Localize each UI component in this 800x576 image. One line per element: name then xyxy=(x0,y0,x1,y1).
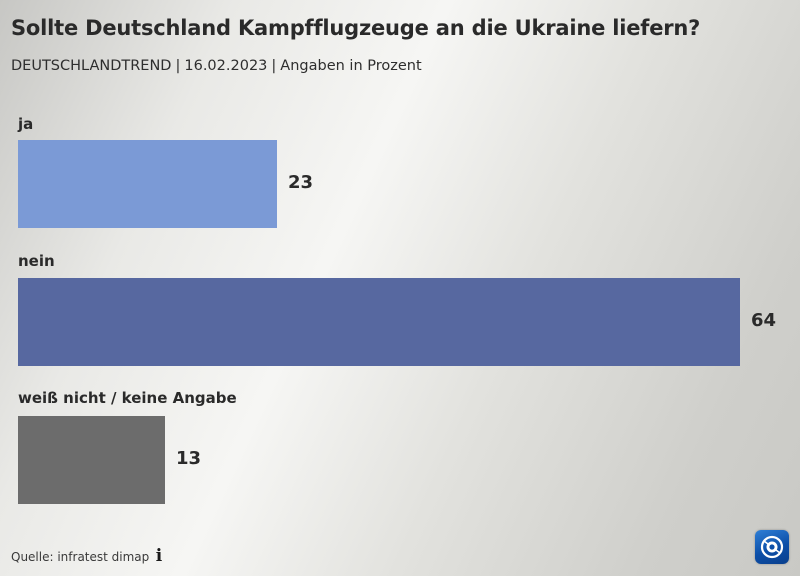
chart-subtitle: DEUTSCHLANDTREND | 16.02.2023 | Angaben in P… xyxy=(11,58,422,74)
bar-weiß-nicht-keine-angabe xyxy=(18,416,165,504)
subtitle-survey: DEUTSCHLANDTREND xyxy=(11,58,172,74)
bar-ja xyxy=(18,140,277,228)
category-label-weiß-nicht-keine-angabe: weiß nicht / keine Angabe xyxy=(18,389,237,407)
value-label-ja: 23 xyxy=(288,172,314,193)
tagesschau-logo-icon xyxy=(755,530,789,564)
value-label-nein: 64 xyxy=(751,310,777,331)
bar-nein xyxy=(18,278,740,366)
value-label-weiß-nicht-keine-angabe: 13 xyxy=(176,448,202,469)
category-label-nein: nein xyxy=(18,252,55,270)
subtitle-separator: | xyxy=(175,58,181,74)
subtitle-separator: | xyxy=(271,58,277,74)
category-label-ja: ja xyxy=(18,115,34,133)
info-icon[interactable]: i xyxy=(155,546,163,566)
subtitle-unit: Angaben in Prozent xyxy=(280,58,422,74)
source-note: Quelle: infratest dimap xyxy=(11,550,150,564)
subtitle-date: 16.02.2023 xyxy=(184,58,268,74)
chart-title: Sollte Deutschland Kampfflugzeuge an die… xyxy=(11,16,701,40)
